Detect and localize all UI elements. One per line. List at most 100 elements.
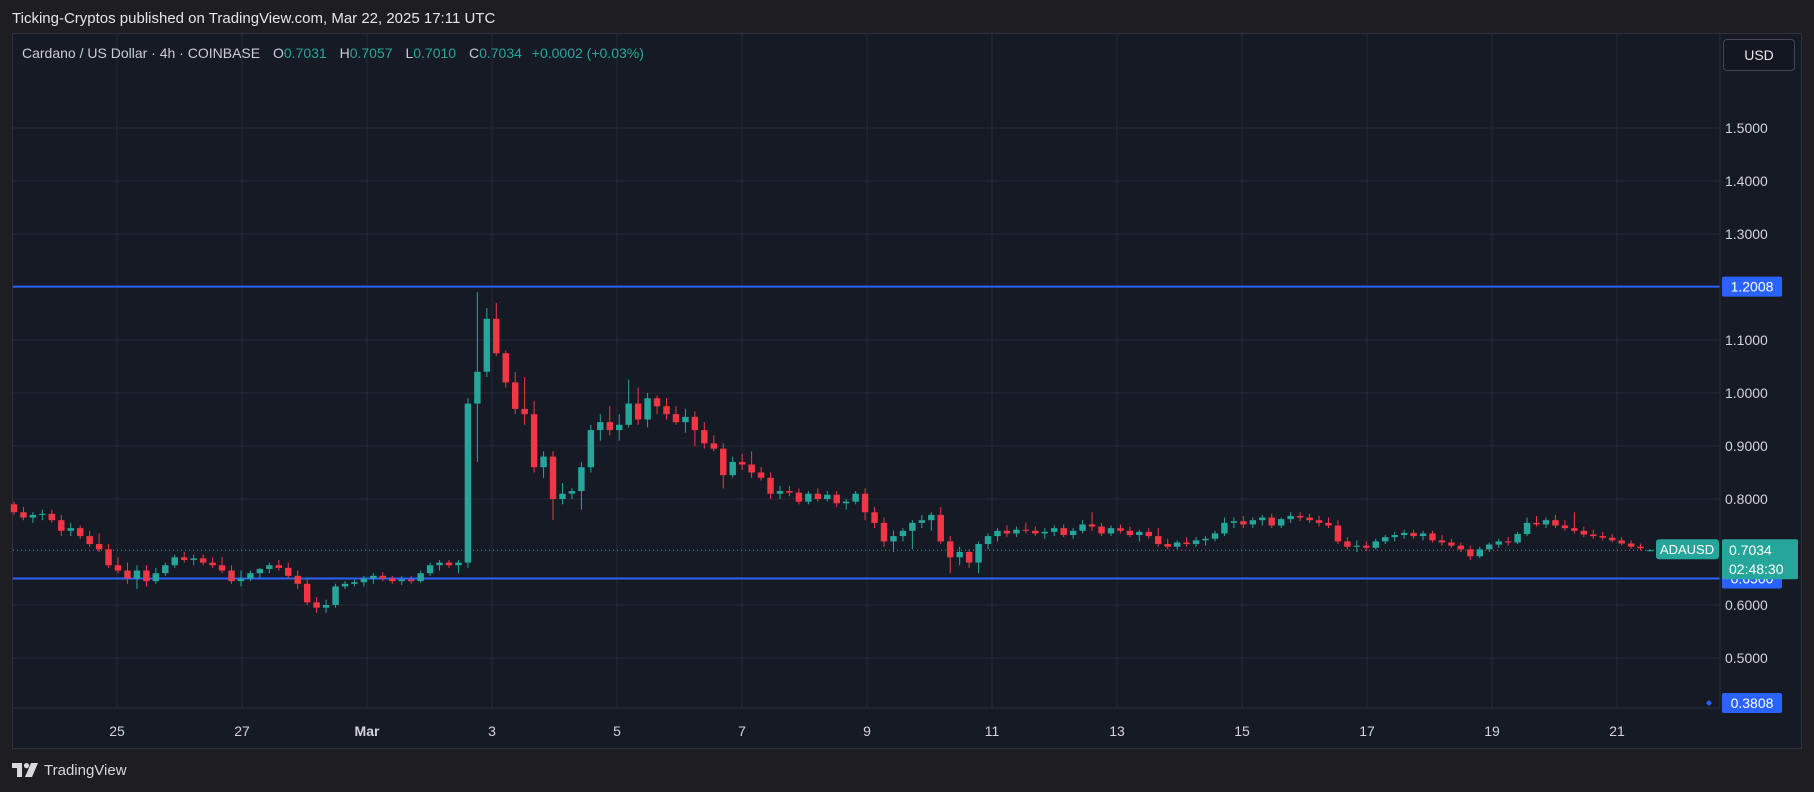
candle-body	[398, 579, 405, 582]
publisher-line: Ticking-Cryptos published on TradingView…	[12, 10, 496, 27]
symbol-tag-bg	[1656, 539, 1719, 560]
candle-body	[322, 605, 330, 608]
candle-body	[890, 536, 897, 542]
candle-body	[909, 522, 916, 531]
candle-body	[880, 522, 888, 542]
candle-body	[852, 493, 859, 502]
candle-body	[455, 562, 462, 566]
candle-body	[1240, 521, 1247, 525]
y-tick-label: 1.5000	[1725, 120, 1768, 136]
level-label: 0.3808	[1731, 695, 1774, 711]
x-tick-label: 27	[234, 723, 250, 739]
candle-body	[351, 582, 358, 584]
x-tick-label: 7	[738, 723, 746, 739]
candle-body	[511, 382, 519, 409]
candle-body	[1013, 529, 1020, 534]
candle-body	[162, 565, 169, 574]
candle-body	[133, 570, 141, 579]
low-value: 0.7010	[413, 45, 457, 61]
candle-body	[1107, 528, 1115, 534]
candle-body	[1580, 530, 1588, 535]
candle-body	[1202, 538, 1209, 541]
open-value: 0.7031	[283, 45, 327, 61]
candle-body	[1495, 541, 1502, 545]
candle-body	[625, 403, 632, 425]
candle-body	[1173, 542, 1181, 547]
candle-body	[1590, 534, 1597, 537]
tradingview-logo-icon	[12, 763, 38, 777]
y-tick-label: 0.6000	[1725, 597, 1768, 613]
candle-body	[1599, 536, 1606, 538]
candle-body	[67, 528, 74, 531]
candle-body	[199, 558, 207, 563]
candle-body	[965, 552, 973, 563]
candle-body	[1230, 521, 1238, 523]
candle-body	[10, 504, 18, 513]
candle-body	[1032, 530, 1039, 534]
candle-body	[975, 544, 982, 563]
candle-body	[266, 565, 273, 569]
x-tick-label: 9	[863, 723, 871, 739]
candle-body	[502, 353, 509, 383]
candle-body	[237, 578, 245, 582]
candle-body	[559, 493, 566, 499]
close-value: 0.7034	[479, 45, 522, 61]
last-price-label: 0.7034	[1729, 542, 1772, 558]
tradingview-logo[interactable]: TradingView	[12, 760, 127, 780]
candle-body	[389, 578, 396, 582]
candle-body	[530, 414, 538, 468]
candle-body	[861, 493, 869, 513]
candle-body	[682, 416, 689, 423]
candle-body	[370, 575, 377, 579]
candle-body	[946, 541, 954, 558]
candle-body	[407, 579, 415, 582]
candle-body	[29, 514, 37, 518]
axes: 1.5000 1.4000 1.3000 1.1000 1.0000 0.9000 0.80…	[13, 34, 1768, 739]
open-label: O	[272, 45, 284, 61]
y-tick-label: 1.4000	[1725, 173, 1768, 189]
candle-body	[294, 575, 301, 584]
currency-button[interactable]: USD	[1723, 39, 1795, 71]
candle-body	[379, 575, 387, 579]
candle-body	[181, 557, 188, 560]
change-value: +0.0002 (+0.03%)	[531, 45, 644, 61]
candle-body	[1325, 522, 1332, 526]
candle-body	[426, 565, 434, 574]
candle-body	[1060, 528, 1067, 536]
candle-body	[483, 318, 491, 372]
candle-body	[738, 461, 746, 465]
x-tick-label: Mar	[355, 723, 380, 739]
candle-body	[1542, 520, 1550, 525]
candle-body	[871, 512, 878, 523]
candle-body	[39, 513, 46, 515]
candle-body	[1419, 533, 1427, 537]
symbol-line: Cardano / US Dollar · 4h · COINBASE	[22, 45, 261, 61]
candle-body	[776, 491, 784, 494]
y-tick-label: 0.5000	[1725, 650, 1768, 666]
x-tick-label: 3	[488, 723, 496, 739]
candle-body	[1041, 531, 1048, 534]
chart-frame[interactable]	[12, 33, 1802, 749]
level-label-bg	[1722, 693, 1782, 713]
candle-body	[417, 573, 424, 582]
candle-body	[445, 562, 453, 566]
tradingview-brand: TradingView	[44, 761, 127, 779]
candle-body	[1372, 541, 1379, 548]
candle-body	[805, 493, 812, 502]
candle-body	[1192, 540, 1200, 545]
symbol-tag: ADAUSD	[1660, 542, 1714, 557]
candle-body	[1533, 522, 1540, 525]
candle-body	[143, 570, 150, 582]
candle-body	[748, 464, 755, 473]
candle-body	[1514, 533, 1521, 543]
x-tick-label: 21	[1609, 723, 1625, 739]
candle-body	[256, 568, 264, 574]
candle-body	[285, 567, 292, 576]
y-tick-label: 0.9000	[1725, 438, 1768, 454]
candle-body	[720, 448, 727, 476]
candle-body	[1448, 542, 1455, 546]
candle-body	[597, 422, 604, 431]
candle-body	[1306, 517, 1313, 521]
